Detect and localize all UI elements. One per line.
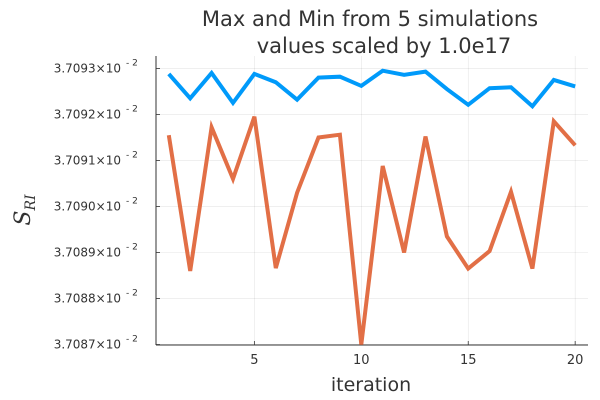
axes [155,56,588,346]
y-tick-label: 3.7090×10 [54,199,121,213]
y-axis-label: SRI [11,194,39,226]
x-axis-label: iteration [331,374,411,396]
y-tick-label: 3.7087×10 [54,338,121,352]
y-axis-label-main: S [11,211,36,226]
y-tick-label: 3.7093×10 [54,61,121,75]
y-tick-exponent: - 2 [126,196,138,206]
x-tick-label: 10 [353,353,370,368]
y-tick-exponent: - 2 [126,289,138,299]
y-tick-exponent: - 2 [126,150,138,160]
x-axis-ticks: 5 10 15 20 [250,341,583,368]
y-tick-exponent: - 2 [126,58,138,68]
y-tick-label: 3.7091×10 [54,153,121,167]
series-lines [166,68,577,345]
chart-title-line-2: values scaled by 1.0e17 [257,34,512,58]
y-tick-exponent: - 2 [126,104,138,114]
x-tick-label: 5 [250,353,258,368]
chart-title-line-1: Max and Min from 5 simulations [202,7,538,31]
x-tick-label: 20 [567,353,584,368]
y-axis-label-subscript: RI [23,194,39,212]
y-tick-exponent: - 2 [126,335,138,345]
y-tick-label: 3.7089×10 [54,246,121,260]
chart-title: Max and Min from 5 simulations values sc… [202,7,538,58]
svg-text:SRI: SRI [11,194,39,226]
x-tick-label: 15 [460,353,477,368]
y-axis-ticks: 3.7087×10 - 2 3.7088×10 - 2 3.7089×10 - 2 3.70… [54,58,160,352]
y-tick-label: 3.7092×10 [54,107,121,121]
y-tick-label: 3.7088×10 [54,292,121,306]
y-tick-exponent: - 2 [126,243,138,253]
series-line-1 [167,68,576,110]
series-line-2 [166,116,577,345]
